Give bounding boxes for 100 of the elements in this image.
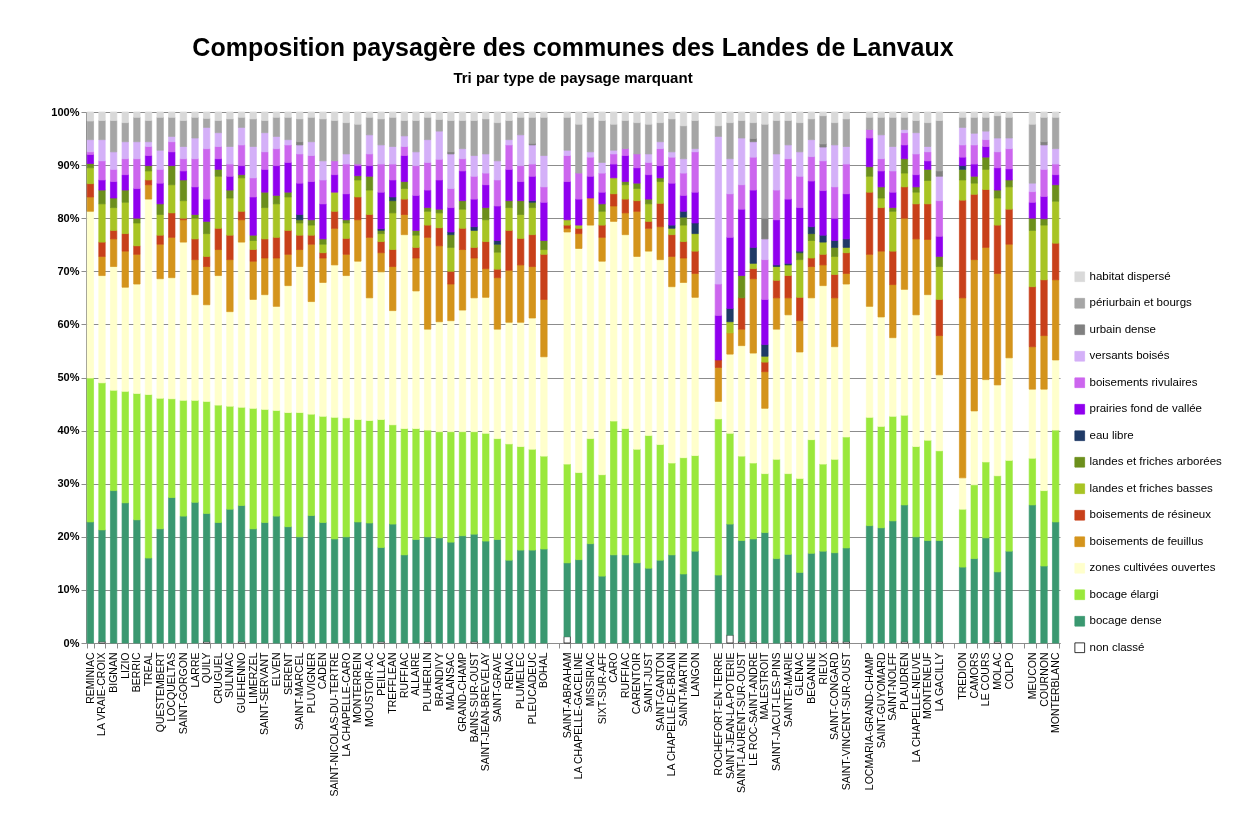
y-tick-label: 20% <box>57 530 80 543</box>
x-tick-label: RUFFIAC <box>397 652 410 698</box>
x-tick-label: TREDION <box>956 652 969 700</box>
x-tick-label: LOCMARIA-GRAND-CHAMP <box>863 652 876 791</box>
x-tick-label: SERENT <box>281 651 294 696</box>
x-tick-label: CADEN <box>316 652 329 690</box>
x-tick-label: PLEUCADEUC <box>525 652 538 725</box>
x-tick-label: SULNIAC <box>223 652 236 699</box>
x-tick-label: CRUGUEL <box>211 652 224 704</box>
x-tick-label: BOHAL <box>537 652 550 689</box>
legend-label: boisements de résineux <box>1089 508 1212 521</box>
chart-title: Composition paysagère des communes des Landes de Lanvaux <box>192 33 954 61</box>
x-tick-label: SAINT-MARCEL <box>293 652 306 731</box>
y-tick-label: 0% <box>63 636 80 649</box>
x-tick-label: SAINT-ABRAHAM <box>560 652 573 739</box>
legend-label: urbain dense <box>1089 322 1156 335</box>
y-tick-label: 90% <box>57 158 80 171</box>
x-tick-label: SAINTE-MARIE <box>781 652 794 728</box>
x-tick-label: ELVEN <box>269 652 282 687</box>
x-tick-label: BEGANNE <box>804 652 817 704</box>
x-tick-label: MONTERBLANC <box>1049 652 1062 734</box>
x-tick-label: SAINT-JEAN-BREVELAY <box>479 652 492 772</box>
x-tick-label: COURNON <box>1037 652 1050 707</box>
x-tick-label: SAINT-SERVANT <box>258 651 271 735</box>
x-tick-label: PLUMELEC <box>514 652 527 710</box>
legend-label: boisements rivulaires <box>1089 375 1198 388</box>
x-tick-label: TREAL <box>142 652 155 687</box>
x-tick-label: BERRIC <box>130 652 143 693</box>
x-tick-label: GLENAC <box>793 652 806 696</box>
legend-label: boisements de feuillus <box>1089 534 1204 547</box>
x-tick-label: SAINT-GORGON <box>176 652 189 735</box>
x-tick-label: CARO <box>607 652 620 683</box>
x-tick-label: LE COURS <box>979 652 992 707</box>
x-tick-label: MOLAC <box>990 652 1003 690</box>
x-tick-label: LIZIO <box>118 652 131 679</box>
x-tick-label: LA VRAIE-CROIX <box>95 652 108 736</box>
x-tick-label: SAINT-GRAVE <box>490 652 503 723</box>
x-tick-label: MONTERREIN <box>351 652 364 724</box>
x-tick-label: ROCHEFORT-EN-TERRE <box>711 652 724 776</box>
x-tick-label: MISSIRIAC <box>583 652 596 707</box>
x-tick-label: LA CHAPELLE-GACELINE <box>572 652 585 780</box>
x-tick-label: COLPO <box>1002 652 1015 690</box>
x-tick-label: RIEUX <box>816 652 829 685</box>
x-tick-label: LE ROC-SAINT-ANDRE <box>746 652 759 766</box>
legend-label: prairies fond de vallée <box>1089 402 1203 415</box>
legend-label: landes et friches basses <box>1089 481 1214 494</box>
chart-subtitle: Tri par type de paysage marquant <box>453 69 693 86</box>
x-tick-label: SAINT-NOLFF <box>886 652 899 721</box>
x-tick-label: TREFFLEAN <box>386 652 399 714</box>
x-tick-label: QUESTEMBERT <box>153 651 166 733</box>
legend-label: landes et friches arborées <box>1089 455 1223 468</box>
x-tick-label: SAINT-VINCENT-SUR-OUST <box>839 651 852 791</box>
x-tick-label: RENAC <box>502 652 515 690</box>
x-tick-label: SIXT-SUR-AFF <box>595 652 608 725</box>
y-tick-label: 10% <box>57 583 80 596</box>
x-tick-label: MOUSTOIR-AC <box>362 652 375 727</box>
x-tick-label: PLAUDREN <box>897 652 910 710</box>
x-tick-label: PEILLAC <box>374 652 387 696</box>
y-tick-label: 40% <box>57 424 80 437</box>
y-tick-label: 80% <box>57 211 80 224</box>
legend-label: bocage dense <box>1089 614 1162 627</box>
x-tick-label: LARRE <box>188 652 201 688</box>
x-tick-label: LANGON <box>688 652 701 697</box>
x-tick-label: SAINT-JEAN-LA-POTERIE <box>723 652 736 780</box>
x-tick-label: BRANDIVY <box>432 652 445 707</box>
x-tick-label: RUFFIAC <box>618 652 631 698</box>
y-tick-label: 100% <box>51 105 80 118</box>
x-tick-label: GRAND-CHAMP <box>456 652 469 732</box>
x-tick-label: REMINIAC <box>83 652 96 704</box>
x-tick-label: CAMORS <box>967 652 980 699</box>
x-tick-label: MEUCON <box>1025 652 1038 700</box>
x-tick-label: GUEHENNO <box>235 652 248 714</box>
x-tick-label: LIMERZEL <box>246 652 259 704</box>
legend-label: non classé <box>1089 640 1145 653</box>
legend-label: bocage élargi <box>1089 587 1159 600</box>
x-tick-label: SAINT-LAURENT-SUR-OUST <box>735 651 748 794</box>
x-tick-label: BIGNAN <box>107 652 120 693</box>
legend-label: habitat dispersé <box>1089 269 1171 282</box>
legend-label: versants boisés <box>1089 349 1170 362</box>
legend-label: eau libre <box>1089 428 1134 441</box>
x-tick-label: MONTENEUF <box>921 652 934 719</box>
x-tick-label: LA CHAPELLE-CARO <box>339 652 352 757</box>
y-tick-label: 30% <box>57 477 80 490</box>
x-tick-label: SAINT-JUST <box>642 651 655 713</box>
x-tick-label: LA CHAPELLE-DE-BRAIN <box>665 652 678 777</box>
x-tick-label: SAINT-NICOLAS-DU-TERTRE <box>328 652 341 797</box>
x-tick-label: SAINT-GANTON <box>653 652 666 732</box>
x-tick-label: SAINT-GUYOMARD <box>874 652 887 749</box>
x-tick-label: BAINS-SUR-OUST <box>467 651 480 743</box>
x-tick-label: CARENTOIR <box>630 652 643 715</box>
x-tick-label: PLUVIGNER <box>304 652 317 714</box>
x-tick-label: SAINT-MARTIN <box>676 652 689 727</box>
x-tick-label: SAINT-CONGARD <box>828 652 841 741</box>
x-tick-label: QUILY <box>200 652 213 684</box>
y-tick-label: 60% <box>57 317 80 330</box>
x-tick-label: MALESTROIT <box>758 651 771 720</box>
x-tick-label: PLUHERLIN <box>421 652 434 712</box>
x-tick-label: ALLAIRE <box>409 652 422 696</box>
y-tick-label: 70% <box>57 264 80 277</box>
x-tick-label: LOCQUELTAS <box>165 652 178 722</box>
